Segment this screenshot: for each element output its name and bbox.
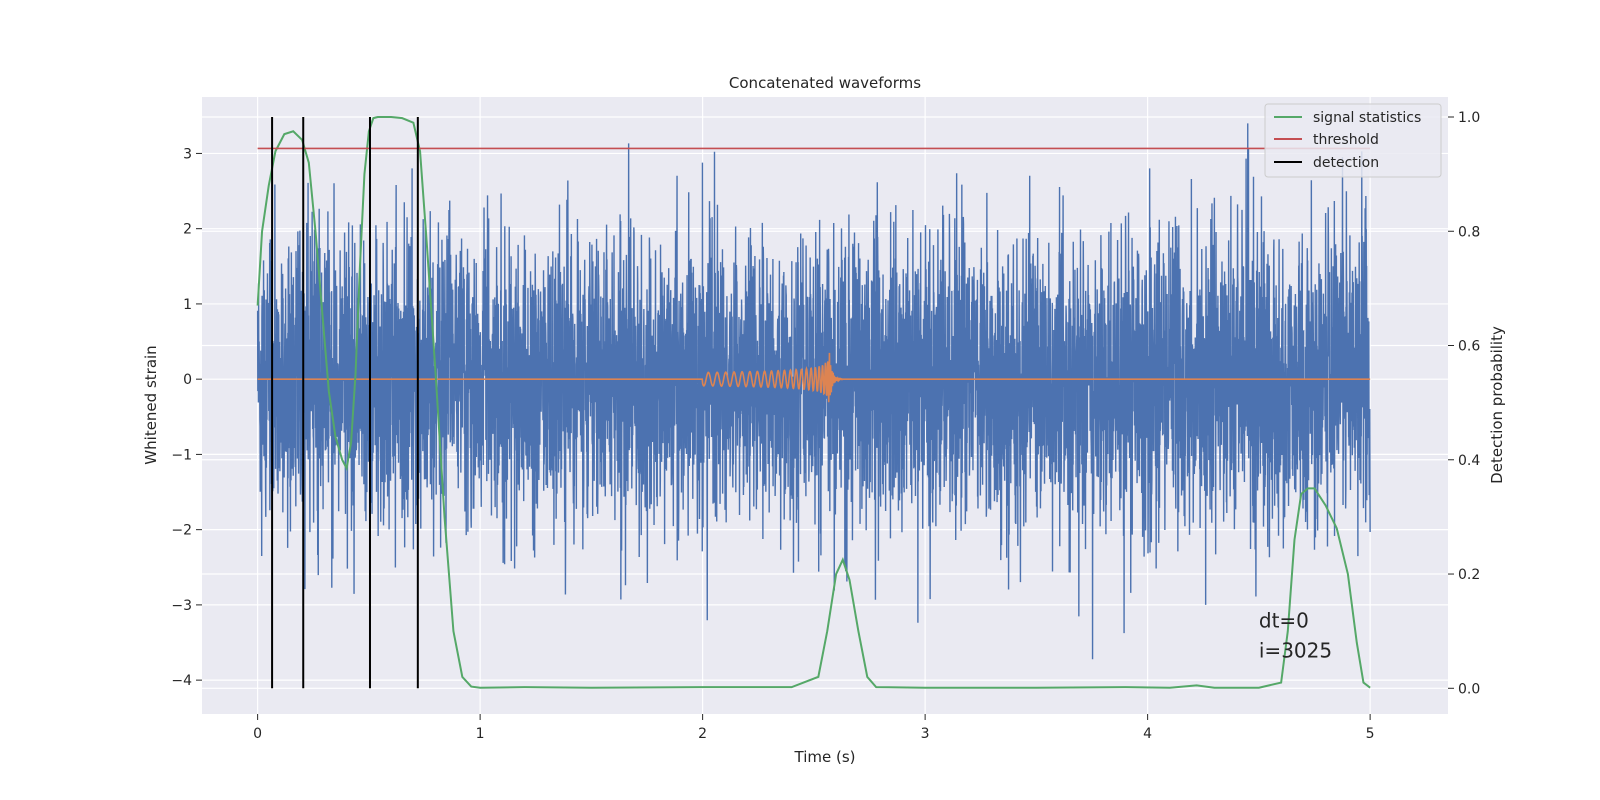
svg-text:i=3025: i=3025 (1259, 639, 1332, 663)
signal-statistics-line (256, 116, 1371, 689)
svg-text:dt=0: dt=0 (1259, 608, 1309, 632)
legend: signal statistics threshold detection (1264, 103, 1442, 178)
x-tick-label-4: 4 (1143, 726, 1152, 742)
chart-title: Concatenated waveforms (729, 74, 921, 92)
y2-tick-label-0: 0.0 (1458, 681, 1480, 697)
y-tick-label-4: 0 (183, 372, 192, 388)
x-axis-label: Time (s) (794, 748, 856, 766)
legend-label-threshold: threshold (1313, 132, 1379, 148)
y2-tick-label-3: 0.6 (1458, 339, 1480, 355)
y2-tick-label-1: 0.2 (1458, 567, 1480, 583)
y-tick-label-7: 3 (183, 146, 192, 162)
x-tick-label-5: 5 (1366, 726, 1375, 742)
y-tick-label-5: 1 (183, 297, 192, 313)
annotation-index: i=3025 (1259, 639, 1332, 663)
x-axis: 0 1 2 3 4 5 (253, 714, 1375, 742)
y2-axis: 0.0 0.2 0.4 0.6 0.8 1.0 (1448, 110, 1480, 697)
legend-box (1264, 103, 1442, 178)
waveform-line (257, 352, 1371, 403)
y2-tick-label-4: 0.8 (1458, 224, 1480, 240)
y-tick-label-1: −3 (171, 598, 192, 614)
y-tick-label-0: −4 (171, 673, 192, 689)
x-tick-label-0: 0 (253, 726, 262, 742)
waveform-series (257, 352, 1371, 403)
y2-axis-label: Detection probability (1488, 326, 1506, 484)
x-tick-label-2: 2 (698, 726, 707, 742)
legend-label-detection: detection (1313, 155, 1379, 171)
legend-label-signal-statistics: signal statistics (1313, 110, 1421, 126)
y-tick-label-6: 2 (183, 222, 192, 238)
y-axis: −4 −3 −2 −1 0 1 2 3 (171, 146, 202, 689)
y-axis-label: Whitened strain (142, 345, 160, 464)
x-tick-label-1: 1 (476, 726, 485, 742)
y-tick-label-3: −1 (171, 447, 192, 463)
annotation-dt: dt=0 (1259, 608, 1309, 632)
y2-tick-label-2: 0.4 (1458, 453, 1480, 469)
y-tick-label-2: −2 (171, 523, 192, 539)
probability-series (256, 116, 1371, 689)
x-tick-label-3: 3 (921, 726, 930, 742)
y2-tick-label-5: 1.0 (1458, 110, 1480, 126)
